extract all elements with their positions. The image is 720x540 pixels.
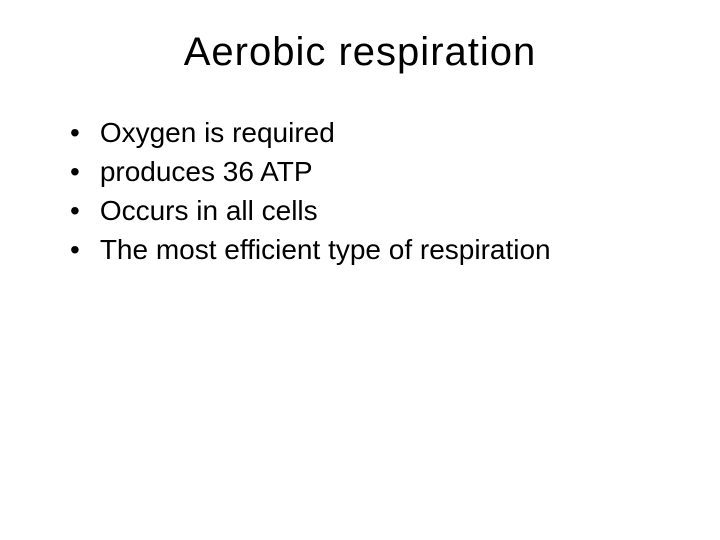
bullet-icon: • [70,154,80,189]
list-item: • produces 36 ATP [50,154,670,189]
slide-content: • Oxygen is required • produces 36 ATP •… [50,115,670,267]
bullet-text: Oxygen is required [100,115,670,150]
bullet-icon: • [70,193,80,228]
slide-container: Aerobic respiration • Oxygen is required… [0,0,720,540]
list-item: • The most efficient type of respiration [50,232,670,267]
bullet-icon: • [70,115,80,150]
bullet-text: Occurs in all cells [100,193,670,228]
bullet-list: • Oxygen is required • produces 36 ATP •… [50,115,670,267]
bullet-icon: • [70,232,80,267]
slide-title: Aerobic respiration [50,30,670,75]
bullet-text: produces 36 ATP [100,154,670,189]
list-item: • Occurs in all cells [50,193,670,228]
bullet-text: The most efficient type of respiration [100,232,670,267]
list-item: • Oxygen is required [50,115,670,150]
